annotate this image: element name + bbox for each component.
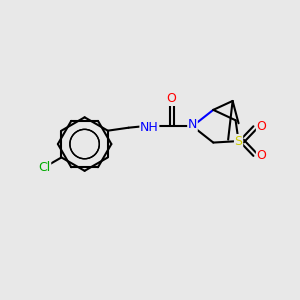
Text: S: S [235, 135, 243, 148]
Text: Cl: Cl [38, 161, 51, 174]
Text: O: O [167, 92, 177, 105]
Text: O: O [256, 149, 266, 162]
Text: N: N [188, 118, 197, 131]
Text: O: O [256, 120, 266, 133]
Text: NH: NH [140, 121, 159, 134]
